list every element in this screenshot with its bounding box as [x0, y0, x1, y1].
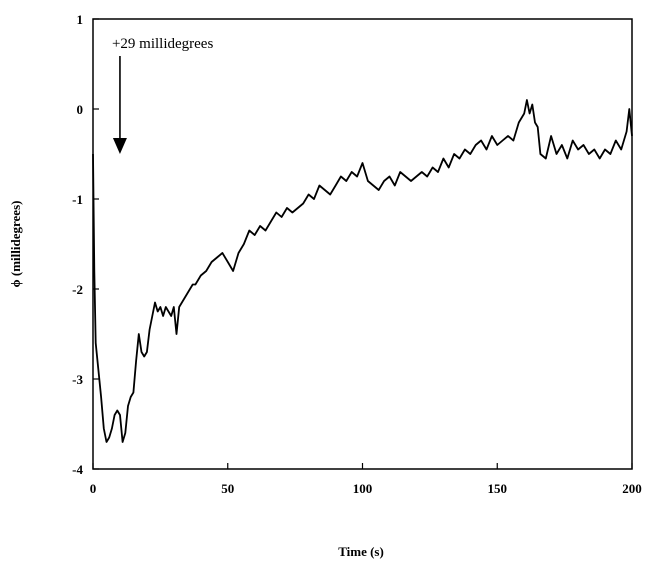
y-tick-label: -2 [72, 282, 83, 297]
series-line [92, 99, 633, 443]
y-tick-label: 0 [77, 102, 84, 117]
annotation-label: +29 millidegrees [112, 36, 214, 52]
x-tick-label: 50 [221, 481, 234, 496]
annotation-arrow-head [112, 138, 127, 154]
y-tick-label: 1 [77, 12, 84, 27]
y-tick-label: -1 [72, 192, 83, 207]
y-tick-label: -3 [72, 372, 83, 387]
x-tick-label: 200 [622, 481, 642, 496]
x-tick-label: 100 [353, 481, 373, 496]
x-tick-label: 0 [90, 481, 97, 496]
x-tick-label: 150 [488, 481, 508, 496]
y-axis-title: ϕ (millidegrees) [8, 201, 23, 288]
plot-frame [92, 18, 633, 470]
x-axis-title: Time (s) [338, 544, 384, 559]
y-tick-label: -4 [72, 462, 83, 477]
plot-area [92, 18, 633, 470]
